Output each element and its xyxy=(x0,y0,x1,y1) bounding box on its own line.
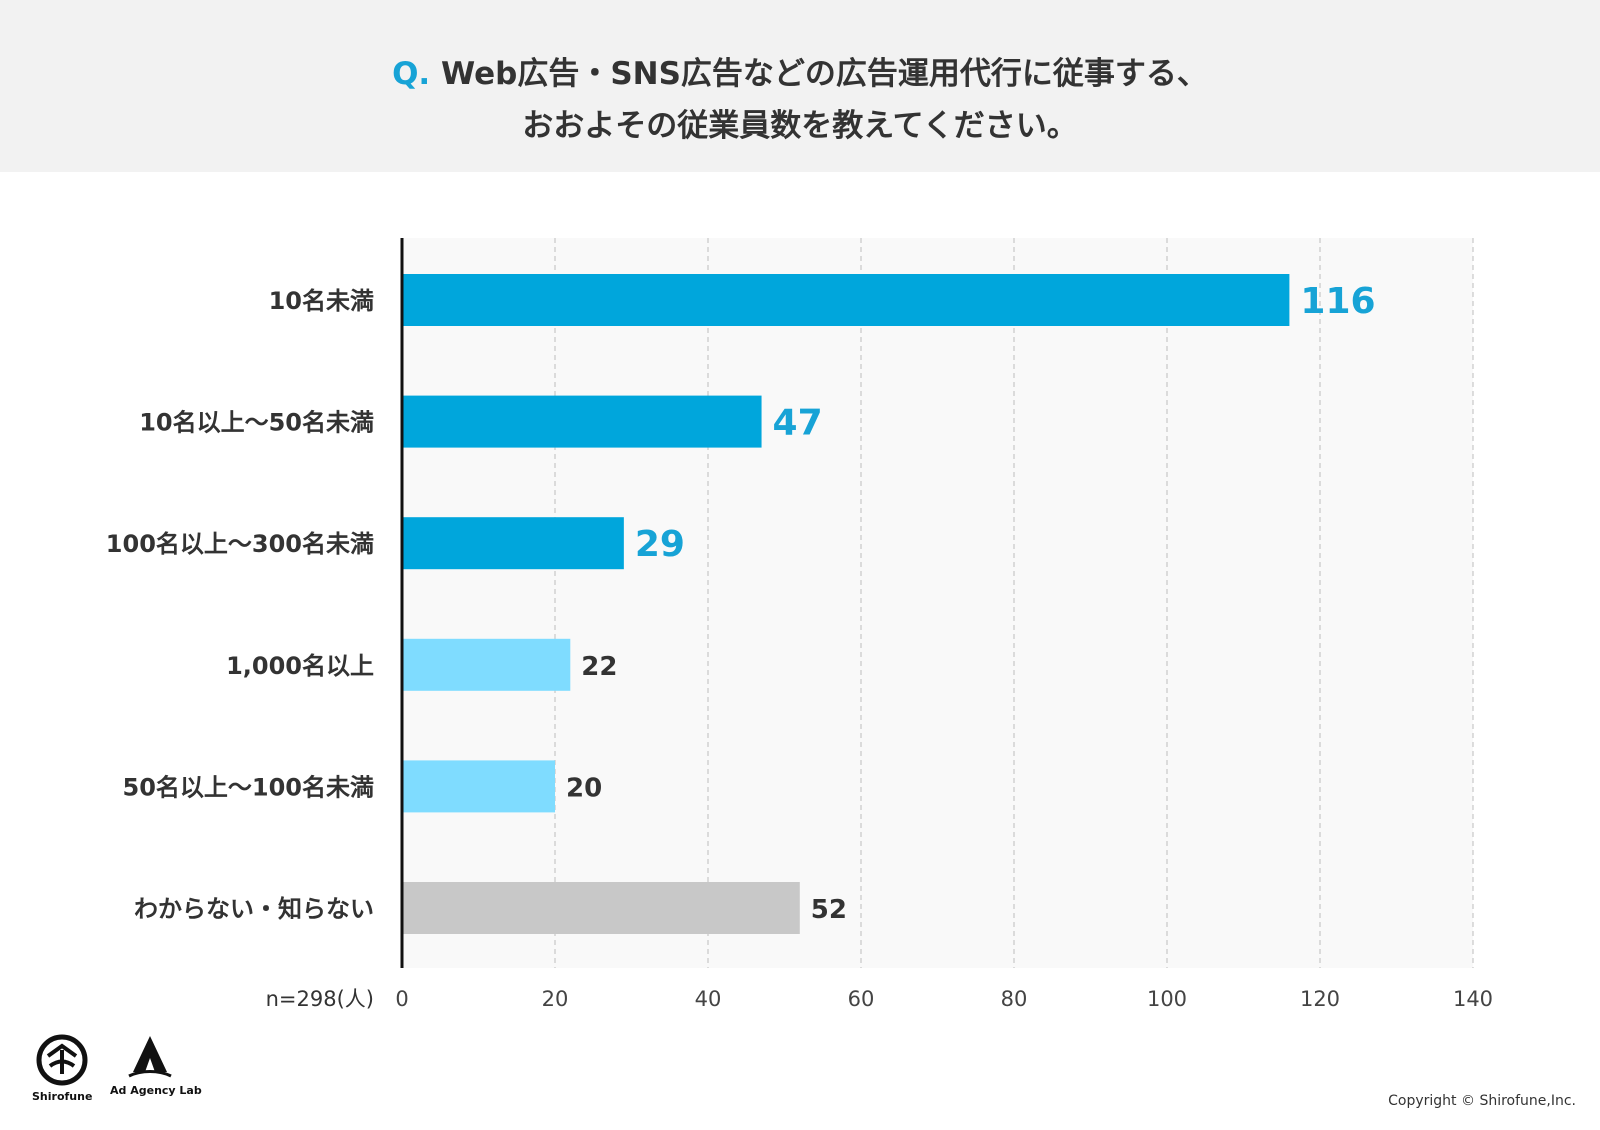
question-prefix: Q. xyxy=(392,56,431,92)
bars xyxy=(403,274,1290,934)
x-tick-label: 120 xyxy=(1300,987,1340,1011)
bar xyxy=(403,395,762,448)
bar xyxy=(403,760,555,813)
ad-agency-lab-logo-text: Ad Agency Lab xyxy=(110,1084,202,1097)
category-label: 1,000名以上 xyxy=(226,652,374,680)
grid-lines xyxy=(554,238,1474,968)
question-header: Q. Web広告・SNS広告などの広告運用代行に従事する、 おおよその従業員数を… xyxy=(0,0,1600,172)
x-axis-ticks: 0 20 40 60 80 100 120 140 xyxy=(395,987,1493,1011)
x-tick-label: 80 xyxy=(1001,987,1028,1011)
bar xyxy=(403,638,571,691)
category-label: 10名以上〜50名未満 xyxy=(139,409,374,437)
value-label: 47 xyxy=(773,403,823,444)
x-tick-label: 0 xyxy=(395,987,408,1011)
bar xyxy=(403,517,624,570)
question-title-line-1: Q. Web広告・SNS広告などの広告運用代行に従事する、 xyxy=(0,48,1600,93)
value-label: 116 xyxy=(1300,281,1375,322)
value-label: 20 xyxy=(566,773,602,803)
category-label: わからない・知らない xyxy=(134,895,374,923)
value-label: 52 xyxy=(811,895,847,925)
question-text-1: Web広告・SNS広告などの広告運用代行に従事する、 xyxy=(430,56,1208,92)
x-tick-label: 40 xyxy=(695,987,722,1011)
copyright-text: Copyright © Shirofune,Inc. xyxy=(1388,1093,1576,1109)
x-tick-label: 60 xyxy=(848,987,875,1011)
category-labels: 10名未満 10名以上〜50名未満 100名以上〜300名未満 1,000名以上 50名… xyxy=(106,287,374,923)
shirofune-logo-text: Shirofune xyxy=(32,1090,93,1103)
value-labels: 116 47 29 22 20 52 xyxy=(566,281,1376,925)
question-title-line-2: おおよその従業員数を教えてください。 xyxy=(522,108,1078,144)
shirofune-logo-icon xyxy=(36,1034,88,1086)
category-label: 10名未満 xyxy=(269,287,374,315)
value-label: 22 xyxy=(581,652,617,682)
shirofune-logo: Shirofune xyxy=(32,1034,92,1103)
bar xyxy=(403,882,800,934)
sample-size-label: n=298(人) xyxy=(266,987,374,1011)
bar xyxy=(403,274,1290,326)
ad-agency-lab-logo: Ad Agency Lab xyxy=(110,1034,202,1097)
category-label: 100名以上〜300名未満 xyxy=(106,530,374,558)
ad-agency-lab-logo-icon xyxy=(128,1036,172,1078)
x-tick-label: 20 xyxy=(542,987,569,1011)
x-tick-label: 100 xyxy=(1147,987,1187,1011)
category-label: 50名以上〜100名未満 xyxy=(123,773,375,801)
value-label: 29 xyxy=(635,524,685,565)
bar-chart: 10名未満 10名以上〜50名未満 100名以上〜300名未満 1,000名以上 50名… xyxy=(106,238,1493,1011)
plot-area xyxy=(402,238,1473,968)
x-tick-label: 140 xyxy=(1453,987,1493,1011)
